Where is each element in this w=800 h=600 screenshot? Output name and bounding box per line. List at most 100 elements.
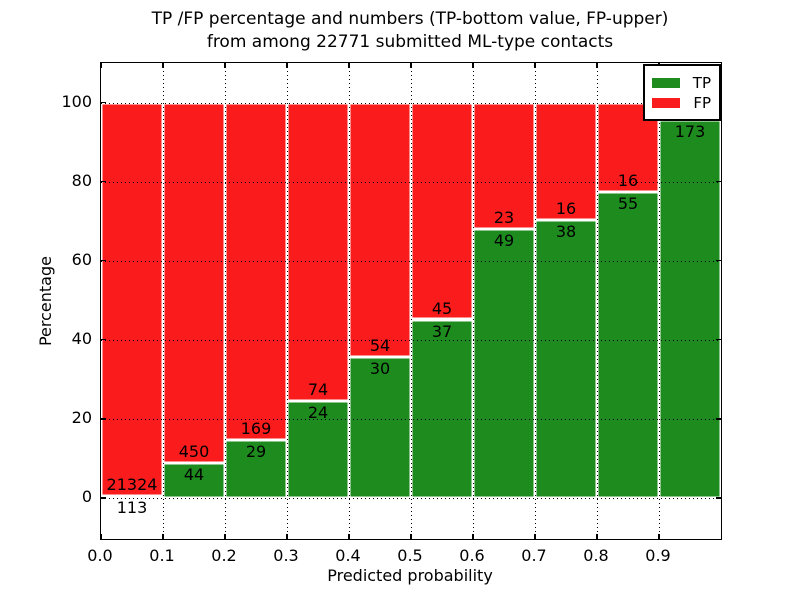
fp-bar-segment: [225, 102, 287, 440]
vertical-gridline: [535, 63, 536, 539]
tp-bar-segment: [473, 228, 535, 498]
tp-count-label: 24: [307, 403, 329, 423]
tp-count-label: 37: [431, 321, 453, 341]
y-tick-mark-left: [101, 339, 106, 341]
x-tick-mark-bottom: [410, 534, 412, 539]
y-tick-label: 0: [81, 486, 92, 506]
y-tick-mark-right: [716, 418, 721, 420]
x-tick-mark-top: [100, 63, 102, 68]
fp-count-label: 16: [555, 198, 577, 218]
fp-count-label: 16: [617, 170, 639, 190]
x-tick-mark-bottom: [100, 534, 102, 539]
chart-title-line1: TP /FP percentage and numbers (TP-bottom…: [151, 9, 669, 29]
y-tick-mark-left: [101, 259, 106, 262]
fp-bar-segment: [287, 102, 349, 402]
tp-bar-segment: [101, 495, 163, 498]
vertical-gridline: [473, 63, 474, 539]
vertical-gridline: [287, 63, 288, 539]
fp-count-label: 74: [307, 380, 329, 400]
plot-area: 21324 113 450 44 169 29 74 24 54 30 45 37 23 49 16 38 16…: [100, 62, 722, 540]
vertical-gridline: [411, 63, 412, 539]
x-tick-mark-bottom: [162, 534, 164, 539]
tp-count-label: 55: [617, 193, 639, 213]
tp-count-label: 173: [674, 122, 706, 141]
y-tick-mark-left: [101, 101, 106, 104]
x-tick-mark-bottom: [596, 534, 598, 539]
x-tick-label: 0.9: [645, 546, 671, 565]
legend-label-tp: TP: [692, 73, 711, 92]
y-tick-mark-right: [716, 339, 721, 341]
tp-bar-segment: [349, 356, 411, 498]
fp-count-label: 450: [178, 441, 210, 461]
legend-item-tp: TP: [652, 73, 711, 92]
x-tick-mark-bottom: [348, 534, 350, 539]
fp-bar-segment: [411, 102, 473, 320]
legend-item-fp: FP: [652, 93, 711, 112]
tp-count-label: 29: [245, 441, 267, 461]
fp-swatch-icon: [652, 97, 680, 108]
x-tick-mark-top: [348, 63, 350, 68]
vertical-gridline: [349, 63, 350, 539]
fp-bar-segment: [473, 102, 535, 229]
tp-count-label: 113: [116, 497, 148, 517]
x-tick-mark-bottom: [534, 534, 536, 539]
chart-title-line2: from among 22771 submitted ML-type conta…: [206, 32, 614, 52]
fp-bar-segment: [535, 102, 597, 220]
y-axis-label: Percentage: [36, 256, 55, 347]
tp-swatch-icon: [652, 77, 680, 88]
y-tick-label: 60: [71, 249, 92, 269]
x-tick-label: 0.2: [211, 546, 237, 565]
x-tick-label: 0.0: [87, 546, 113, 565]
fp-bar-segment: [163, 102, 225, 463]
chart-title: TP /FP percentage and numbers (TP-bottom…: [110, 8, 710, 54]
x-tick-mark-top: [224, 63, 226, 68]
x-tick-mark-bottom: [472, 534, 474, 539]
y-tick-mark-right: [716, 259, 721, 262]
x-tick-label: 0.4: [335, 546, 361, 565]
tp-bar-segment: [535, 219, 597, 498]
x-tick-label: 0.3: [273, 546, 299, 565]
x-tick-label: 0.6: [459, 546, 485, 565]
x-tick-mark-bottom: [658, 534, 660, 539]
tp-bar-segment: [163, 462, 225, 498]
x-tick-label: 0.8: [583, 546, 609, 565]
legend-label-fp: FP: [693, 93, 711, 112]
x-tick-mark-top: [410, 63, 412, 68]
x-tick-label: 0.5: [397, 546, 423, 565]
fp-count-label: 169: [240, 418, 272, 438]
y-tick-label: 20: [71, 407, 92, 427]
tp-count-label: 44: [183, 464, 205, 484]
fp-count-label: 21324: [106, 474, 158, 494]
y-tick-mark-right: [716, 497, 721, 499]
tp-count-label: 38: [555, 221, 577, 241]
y-tick-label: 80: [71, 170, 92, 190]
tp-bar-segment: [225, 439, 287, 498]
vertical-gridline: [225, 63, 226, 539]
tp-bar-segment: [597, 191, 659, 498]
tp-bar-segment: [659, 120, 721, 498]
x-tick-mark-bottom: [224, 534, 226, 539]
y-tick-mark-left: [101, 180, 106, 183]
x-tick-mark-top: [472, 63, 474, 68]
fp-count-label: 23: [493, 207, 515, 227]
x-tick-mark-top: [534, 63, 536, 68]
tp-bar-segment: [287, 401, 349, 498]
x-tick-mark-top: [596, 63, 598, 68]
x-tick-label: 0.7: [521, 546, 547, 565]
fp-bar-segment: [101, 102, 163, 496]
y-tick-label: 100: [61, 91, 92, 111]
tp-count-label: 30: [369, 358, 391, 378]
vertical-gridline: [597, 63, 598, 539]
legend: TP FP: [643, 64, 721, 121]
fp-count-label: 45: [431, 298, 453, 318]
tp-bar-segment: [411, 319, 473, 498]
vertical-gridline: [163, 63, 164, 539]
fp-count-label: 54: [369, 335, 391, 355]
vertical-gridline: [659, 63, 660, 539]
fp-bar-segment: [349, 102, 411, 357]
x-axis-label: Predicted probability: [327, 566, 493, 585]
tp-count-label: 49: [493, 230, 515, 250]
x-tick-label: 0.1: [149, 546, 175, 565]
x-tick-mark-bottom: [286, 534, 288, 539]
y-tick-mark-left: [101, 418, 106, 420]
